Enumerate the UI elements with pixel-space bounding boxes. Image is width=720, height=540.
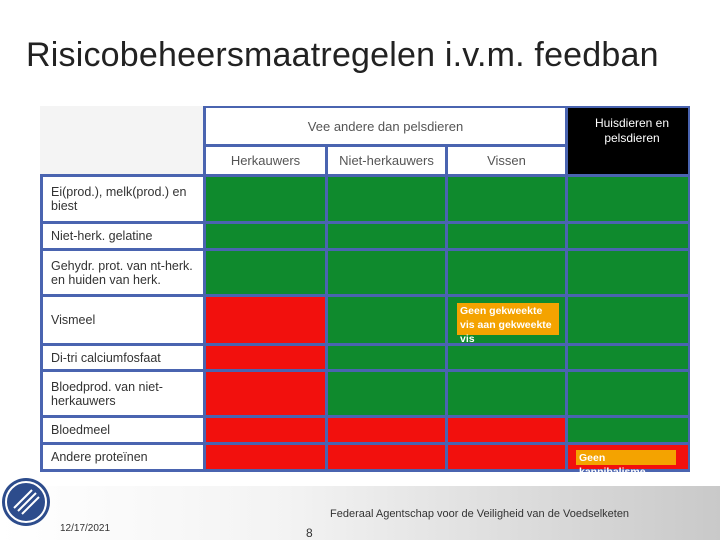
prohibited-cell [206, 346, 325, 369]
row-label: Niet-herk. gelatine [43, 224, 203, 248]
row-label: Bloedmeel [43, 418, 203, 442]
allowed-cell [328, 251, 445, 294]
page-title: Risicobeheersmaatregelen i.v.m. feedban [26, 36, 659, 74]
allowed-cell [328, 224, 445, 248]
allowed-cell [568, 224, 688, 248]
column-header-herkauwers: Herkauwers [206, 147, 325, 174]
prohibited-cell [328, 418, 445, 442]
note-cannibalism: Geen kannibalisme [576, 450, 676, 472]
prohibited-cell [206, 372, 325, 415]
allowed-cell [328, 177, 445, 221]
row-label: Andere proteïnen [43, 445, 203, 469]
prohibited-cell [206, 445, 325, 469]
allowed-cell [568, 251, 688, 294]
fork-knife-icon [5, 481, 47, 523]
row-label: Bloedprod. van niet-herkauwers [43, 372, 203, 415]
group-header: Vee andere dan pelsdieren [206, 108, 565, 144]
allowed-cell [448, 346, 565, 369]
allowed-cell [568, 418, 688, 442]
prohibited-cell [448, 445, 565, 469]
prohibited-cell [448, 418, 565, 442]
page-number: 8 [306, 526, 313, 540]
allowed-cell [206, 251, 325, 294]
allowed-cell [328, 297, 445, 343]
pets-header: Huisdieren en pelsdieren [568, 108, 688, 174]
allowed-cell [448, 177, 565, 221]
prohibited-cell [206, 297, 325, 343]
allowed-cell [328, 346, 445, 369]
prohibited-cell [206, 418, 325, 442]
row-label: Gehydr. prot. van nt-herk. en huiden van… [43, 251, 203, 294]
feedban-table: Vee andere dan pelsdieren Huisdieren en … [40, 106, 690, 472]
allowed-cell [206, 177, 325, 221]
allowed-cell [568, 297, 688, 343]
footer-bar [0, 486, 720, 540]
note-fish: Geen gekweekte vis aan gekweekte vis [457, 303, 559, 345]
column-header-vissen: Vissen [448, 147, 565, 174]
allowed-cell [568, 372, 688, 415]
row-label: Vismeel [43, 297, 203, 343]
footer-agency: Federaal Agentschap voor de Veiligheid v… [330, 508, 630, 520]
allowed-cell [568, 346, 688, 369]
column-header-niet-herkauwers: Niet-herkauwers [328, 147, 445, 174]
row-label: Di-tri calciumfosfaat [43, 346, 203, 369]
allowed-cell [448, 251, 565, 294]
allowed-cell [328, 372, 445, 415]
table-corner [40, 106, 203, 174]
footer-date: 12/17/2021 [60, 523, 111, 534]
agency-logo [2, 478, 50, 526]
allowed-cell [206, 224, 325, 248]
prohibited-cell [328, 445, 445, 469]
allowed-cell [448, 224, 565, 248]
allowed-cell [448, 372, 565, 415]
allowed-cell [568, 177, 688, 221]
row-label: Ei(prod.), melk(prod.) en biest [43, 177, 203, 221]
